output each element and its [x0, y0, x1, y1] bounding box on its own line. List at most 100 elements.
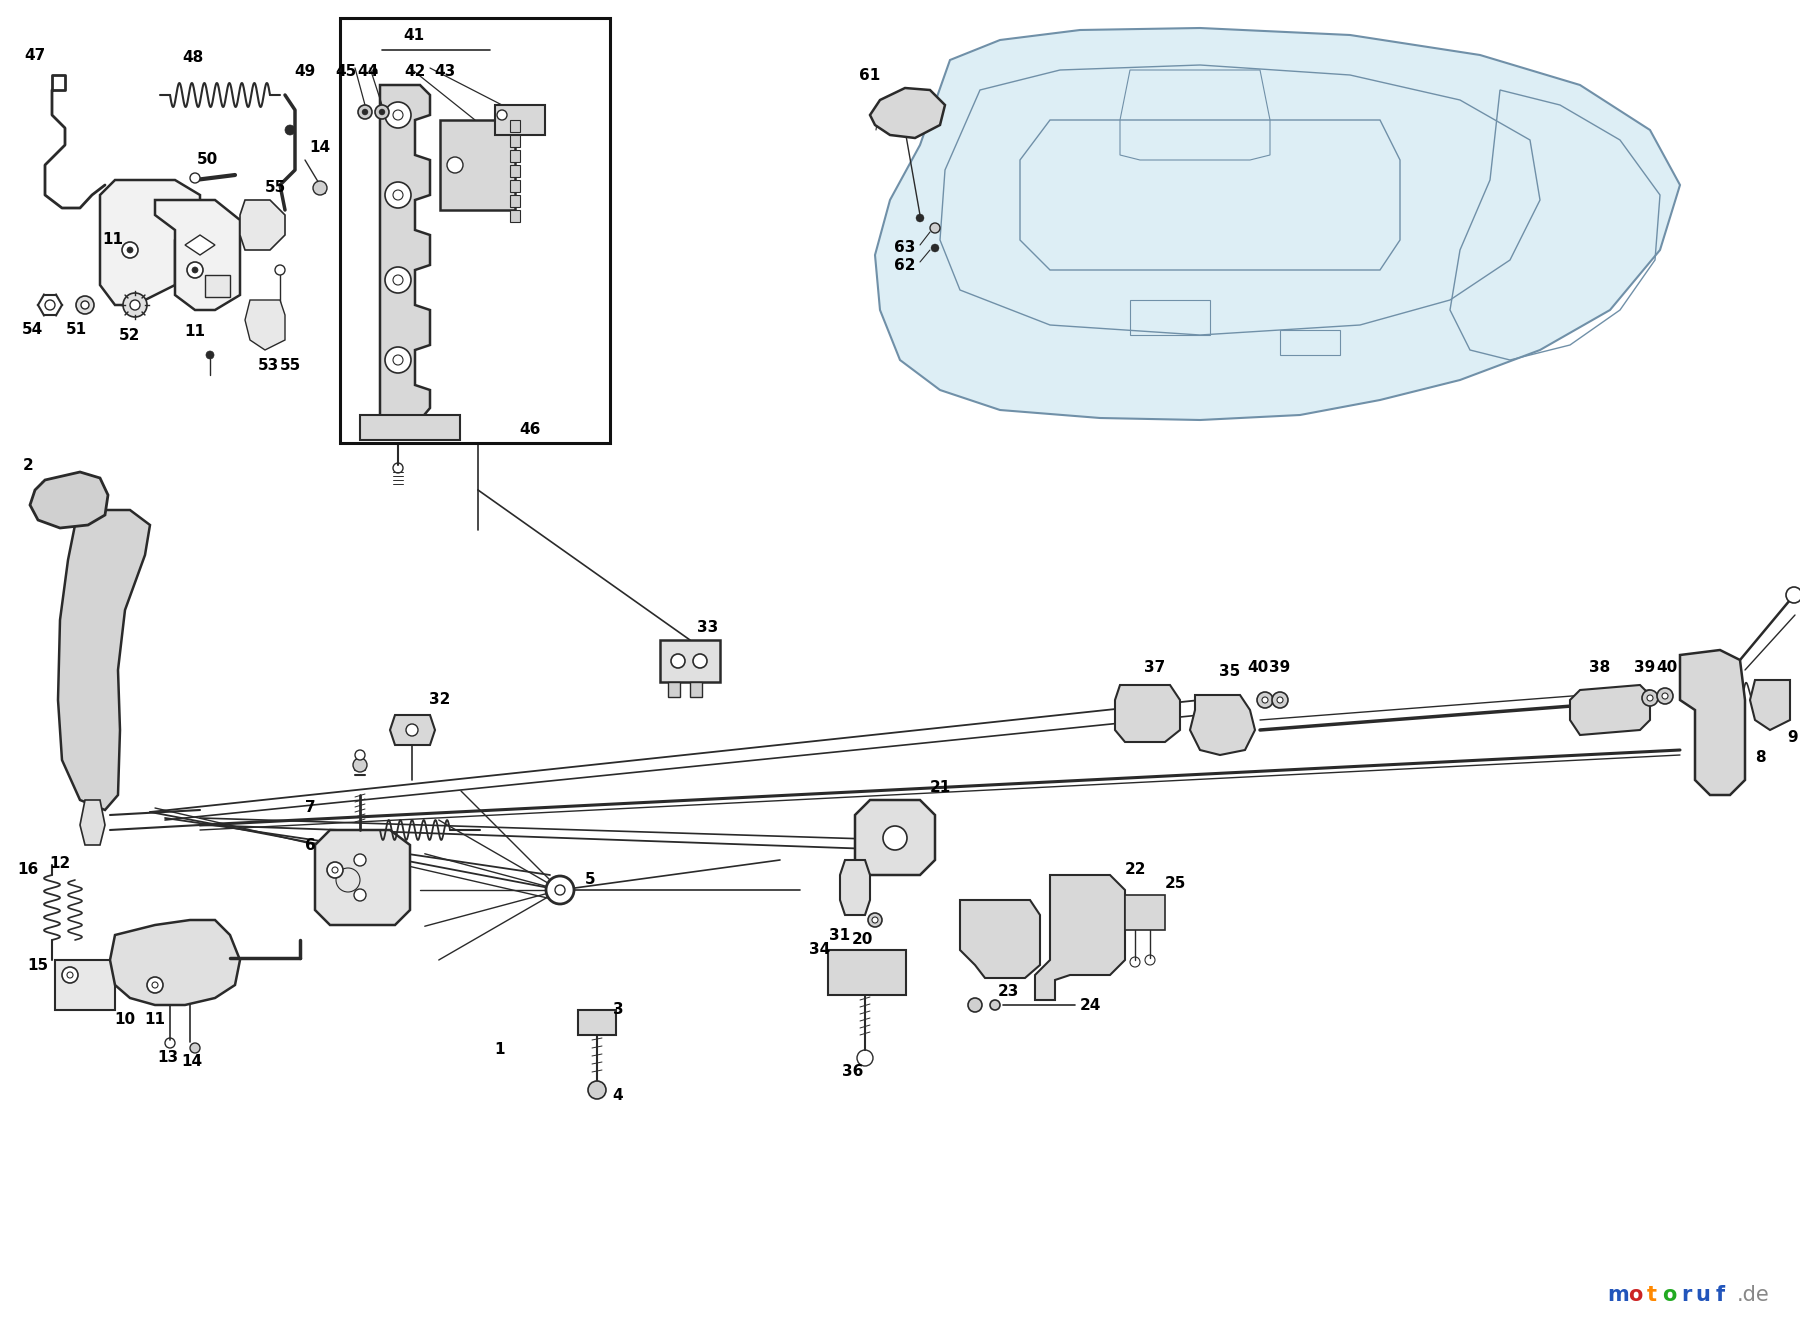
Bar: [205, 275, 230, 297]
Circle shape: [868, 913, 882, 927]
Polygon shape: [380, 85, 430, 420]
Circle shape: [671, 654, 686, 668]
Polygon shape: [58, 510, 149, 810]
Circle shape: [1262, 697, 1267, 703]
Circle shape: [122, 293, 148, 317]
Circle shape: [385, 102, 410, 128]
Text: 1: 1: [495, 1042, 506, 1058]
Polygon shape: [245, 300, 284, 350]
Polygon shape: [155, 199, 239, 310]
Text: 43: 43: [434, 65, 455, 79]
Text: f: f: [1715, 1285, 1724, 1305]
Text: 2: 2: [23, 457, 34, 473]
Polygon shape: [31, 472, 108, 528]
Circle shape: [130, 300, 140, 310]
Text: 63: 63: [895, 240, 916, 255]
Text: 36: 36: [842, 1065, 864, 1079]
Text: 54: 54: [22, 322, 43, 337]
Bar: [1130, 300, 1210, 336]
Text: 31: 31: [830, 927, 851, 942]
Text: 12: 12: [49, 856, 70, 871]
Text: 45: 45: [335, 65, 356, 79]
Text: o: o: [1661, 1285, 1676, 1305]
Polygon shape: [185, 235, 214, 255]
Text: 47: 47: [25, 48, 45, 62]
Circle shape: [407, 724, 418, 736]
Circle shape: [148, 978, 164, 993]
Circle shape: [1658, 688, 1672, 704]
Circle shape: [1273, 692, 1289, 708]
Polygon shape: [110, 919, 239, 1005]
Text: 53: 53: [257, 358, 279, 373]
Text: 13: 13: [157, 1050, 178, 1066]
Text: 37: 37: [1145, 660, 1166, 675]
Text: 7: 7: [304, 801, 315, 815]
Circle shape: [1647, 695, 1652, 701]
Text: 14: 14: [310, 140, 331, 156]
Text: 50: 50: [196, 152, 218, 168]
Text: 41: 41: [403, 28, 425, 42]
Polygon shape: [869, 89, 945, 137]
Text: 40: 40: [1656, 660, 1678, 675]
Text: 52: 52: [119, 328, 140, 342]
Circle shape: [81, 301, 88, 309]
Text: 49: 49: [295, 65, 315, 79]
Text: 48: 48: [182, 50, 203, 66]
Circle shape: [191, 173, 200, 184]
Text: 3: 3: [612, 1003, 623, 1017]
Bar: [1280, 330, 1339, 355]
Bar: [56, 960, 115, 1011]
Text: 32: 32: [430, 692, 450, 708]
Text: 55: 55: [279, 358, 301, 373]
Polygon shape: [1035, 875, 1125, 1000]
Bar: [661, 639, 720, 682]
Text: 62: 62: [895, 258, 916, 272]
Bar: [509, 120, 520, 132]
Circle shape: [884, 826, 907, 849]
Circle shape: [916, 214, 923, 222]
Circle shape: [931, 223, 940, 232]
Circle shape: [497, 110, 508, 120]
Circle shape: [328, 863, 344, 878]
Circle shape: [380, 110, 385, 115]
Text: 39: 39: [1634, 660, 1656, 675]
Text: 39: 39: [1269, 660, 1291, 675]
Bar: [1125, 896, 1165, 930]
Circle shape: [1642, 690, 1658, 705]
Circle shape: [353, 758, 367, 771]
Polygon shape: [1570, 686, 1651, 734]
Circle shape: [385, 267, 410, 293]
Polygon shape: [855, 801, 934, 875]
Polygon shape: [1679, 650, 1744, 795]
Text: .de: .de: [1737, 1285, 1769, 1305]
Circle shape: [205, 351, 214, 359]
Circle shape: [1256, 692, 1273, 708]
Text: 11: 11: [144, 1012, 166, 1028]
Text: 5: 5: [585, 872, 596, 888]
Circle shape: [355, 889, 365, 901]
Circle shape: [990, 1000, 1001, 1011]
Text: 24: 24: [1080, 997, 1100, 1012]
Text: 20: 20: [851, 933, 873, 947]
Bar: [509, 151, 520, 162]
Text: 10: 10: [115, 1012, 135, 1028]
Text: t: t: [1647, 1285, 1658, 1305]
Polygon shape: [315, 830, 410, 925]
Circle shape: [61, 967, 77, 983]
Polygon shape: [101, 180, 200, 305]
Bar: [689, 682, 702, 697]
Circle shape: [313, 181, 328, 196]
Circle shape: [187, 262, 203, 277]
Polygon shape: [841, 860, 869, 915]
Circle shape: [589, 1081, 607, 1099]
Circle shape: [355, 750, 365, 760]
Text: 25: 25: [1165, 876, 1186, 890]
Bar: [509, 180, 520, 192]
Text: 11: 11: [184, 325, 205, 339]
Circle shape: [385, 347, 410, 373]
Text: 16: 16: [18, 863, 38, 877]
Circle shape: [45, 300, 56, 310]
Bar: [509, 135, 520, 147]
Text: 15: 15: [27, 958, 49, 972]
Circle shape: [284, 125, 295, 135]
